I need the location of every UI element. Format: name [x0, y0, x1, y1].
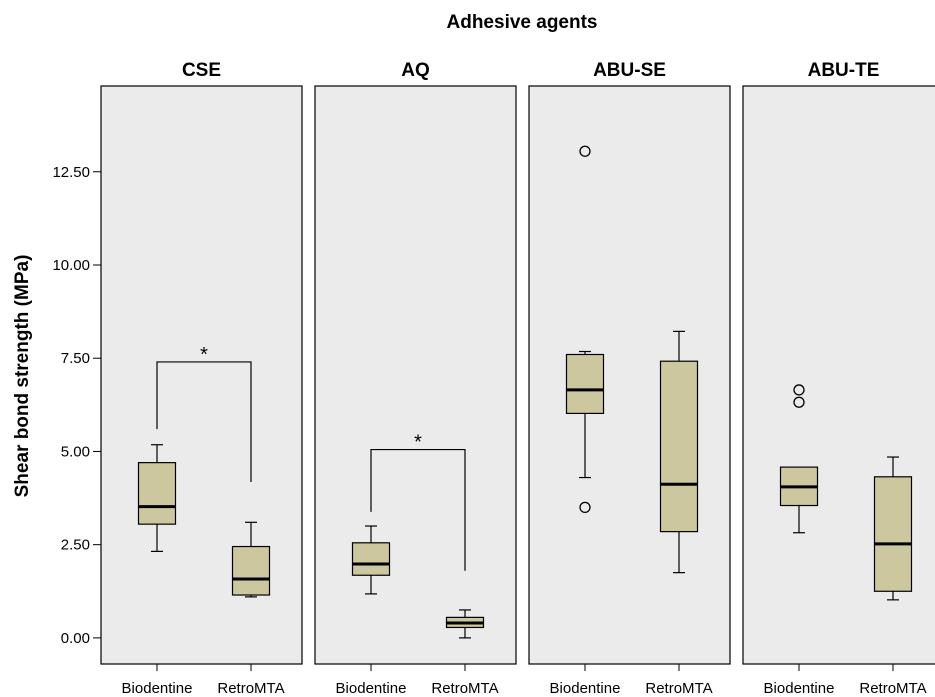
x-tick-label: RetroMTA: [217, 680, 284, 697]
iqr-box: [231, 545, 271, 596]
outlier-point: [579, 501, 591, 514]
panel-frame: [100, 85, 303, 665]
outlier-point: [579, 145, 591, 157]
panel-frame: [528, 85, 731, 665]
panel-title: ABU-TE: [808, 60, 880, 81]
bracket-line: [370, 448, 466, 571]
y-axis: 0.00 2.50 5.00 7.50 10.00 12.50: [52, 164, 101, 647]
x-tick-label: Biodentine: [122, 680, 193, 697]
chart-title: Adhesive agents: [447, 12, 598, 33]
significance-star: *: [200, 344, 208, 366]
significance-bracket: *: [370, 432, 466, 571]
y-tick-label: 10.00: [52, 257, 90, 274]
panel-frame: [314, 85, 517, 665]
significance-bracket: *: [156, 344, 252, 483]
outlier-point: [793, 384, 805, 396]
y-tick-label: 12.50: [52, 164, 90, 181]
significance-star: *: [414, 432, 422, 454]
panel-cse: CSE Biodentine RetroMTA *: [100, 60, 303, 697]
panel-abu-te: ABU-TE Biodentine RetroMTA: [742, 60, 935, 697]
box-retromta: [445, 609, 485, 639]
box-retromta: [231, 521, 271, 598]
y-tick-label: 7.50: [61, 350, 90, 367]
outlier-point: [793, 396, 805, 408]
y-axis-label: Shear bond strength (MPa): [12, 255, 33, 498]
panel-title: ABU-SE: [593, 60, 666, 81]
iqr-box: [873, 476, 913, 592]
panel-title: AQ: [401, 60, 430, 81]
y-tick-label: 5.00: [61, 443, 90, 460]
box-retromta: [873, 456, 913, 601]
box-biodentine: [779, 384, 819, 534]
box-biodentine: [137, 444, 177, 552]
x-tick-label: Biodentine: [336, 680, 407, 697]
bracket-line: [156, 361, 252, 483]
x-tick-label: RetroMTA: [645, 680, 712, 697]
panel-title: CSE: [182, 60, 221, 81]
panel-frame: [742, 85, 935, 665]
box-retromta: [659, 330, 699, 574]
box-biodentine: [565, 145, 605, 514]
x-tick-label: Biodentine: [764, 680, 835, 697]
x-tick-label: RetroMTA: [431, 680, 498, 697]
iqr-box: [351, 542, 391, 576]
iqr-box: [565, 353, 605, 415]
box-biodentine: [351, 525, 391, 595]
y-tick-label: 0.00: [61, 630, 90, 647]
x-tick-label: Biodentine: [550, 680, 621, 697]
iqr-box: [659, 360, 699, 533]
iqr-box: [137, 462, 177, 525]
panel-abu-se: ABU-SE Biodentine RetroMTA: [528, 60, 731, 697]
y-tick-label: 2.50: [61, 537, 90, 554]
x-tick-label: RetroMTA: [859, 680, 926, 697]
panels-group: CSE Biodentine RetroMTA * AQ Biodentine RetroM…: [100, 60, 935, 697]
panel-aq: AQ Biodentine RetroMTA *: [314, 60, 517, 697]
